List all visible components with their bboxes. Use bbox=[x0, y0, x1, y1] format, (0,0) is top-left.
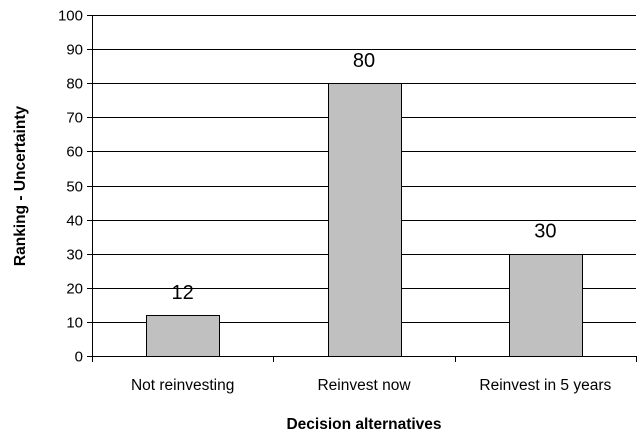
data-labels: 12 80 30 bbox=[172, 50, 557, 304]
y-axis-title: Ranking - Uncertainty bbox=[12, 106, 29, 267]
y-tick-label: 80 bbox=[66, 76, 83, 93]
y-tick-labels: 0 10 20 30 40 50 60 70 80 90 100 bbox=[58, 8, 83, 366]
axes bbox=[87, 15, 637, 362]
x-tick-labels: Not reinvesting Reinvest now Reinvest in 5… bbox=[131, 377, 612, 394]
y-tick-label: 0 bbox=[75, 349, 83, 366]
data-label: 30 bbox=[534, 221, 556, 243]
y-tick-label: 50 bbox=[66, 179, 83, 196]
y-tick-label: 40 bbox=[66, 213, 83, 230]
data-label: 12 bbox=[172, 282, 194, 304]
bar-not-reinvesting bbox=[146, 315, 220, 357]
y-tick-label: 30 bbox=[66, 247, 83, 264]
x-tick-label: Not reinvesting bbox=[131, 377, 234, 394]
y-tick-label: 70 bbox=[66, 110, 83, 127]
x-tick-label: Reinvest in 5 years bbox=[479, 377, 611, 394]
data-label: 80 bbox=[353, 50, 375, 72]
y-tick-label: 10 bbox=[66, 315, 83, 332]
y-tick-label: 100 bbox=[58, 8, 83, 25]
y-tick-label: 60 bbox=[66, 144, 83, 161]
y-tick-label: 90 bbox=[66, 42, 83, 59]
y-tick-label: 20 bbox=[66, 281, 83, 298]
bar-reinvest-in-5-years bbox=[509, 254, 583, 357]
bar-reinvest-now bbox=[328, 83, 402, 357]
x-axis-title: Decision alternatives bbox=[286, 416, 441, 433]
x-tick-label: Reinvest now bbox=[317, 377, 411, 394]
